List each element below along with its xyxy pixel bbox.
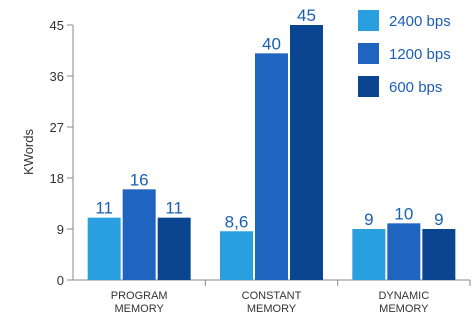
bar	[352, 229, 386, 280]
data-label: 9	[364, 210, 373, 229]
data-label: 10	[394, 204, 413, 223]
legend: 2400 bps 1200 bps 600 bps	[358, 10, 451, 97]
bar	[290, 25, 323, 280]
x-axis: PROGRAM MEMORY CONSTANT MEMORY DYNAMIC MEMORY	[73, 279, 471, 315]
y-tick-label: 18	[50, 171, 64, 186]
bars	[87, 25, 456, 281]
bar	[422, 229, 456, 280]
legend-swatch	[358, 43, 379, 64]
x-tick-label: DYNAMIC MEMORY	[378, 290, 429, 315]
y-axis: 0 9 18 27 36 45	[50, 18, 74, 288]
y-tick-label: 9	[57, 222, 64, 237]
data-label: 11	[165, 199, 183, 218]
x-tick-label: CONSTANT MEMORY	[242, 290, 302, 315]
bar	[220, 231, 253, 280]
y-tick-label: 0	[57, 273, 64, 288]
legend-label: 600 bps	[389, 79, 442, 96]
y-tick-label: 27	[50, 120, 64, 135]
bar	[387, 223, 421, 280]
y-tick-label: 36	[50, 69, 64, 84]
legend-swatch	[358, 76, 379, 97]
bar	[255, 53, 288, 281]
data-label: 8,6	[225, 212, 249, 231]
legend-swatch	[358, 10, 379, 31]
data-label: 45	[297, 6, 316, 25]
x-tick-label: PROGRAM MEMORY	[111, 290, 168, 315]
data-label: 16	[130, 170, 149, 189]
bar	[87, 217, 121, 280]
bar	[122, 189, 156, 280]
legend-label: 2400 bps	[389, 13, 451, 30]
legend-label: 1200 bps	[389, 46, 451, 63]
data-label: 9	[434, 210, 443, 229]
data-label: 11	[95, 199, 113, 218]
data-labels: 11 16 11 8,6 40 45 9 10 9	[95, 6, 443, 231]
bar	[157, 217, 191, 280]
y-tick-label: 45	[50, 18, 64, 33]
y-axis-title: KWords	[21, 129, 36, 175]
data-label: 40	[262, 34, 281, 53]
